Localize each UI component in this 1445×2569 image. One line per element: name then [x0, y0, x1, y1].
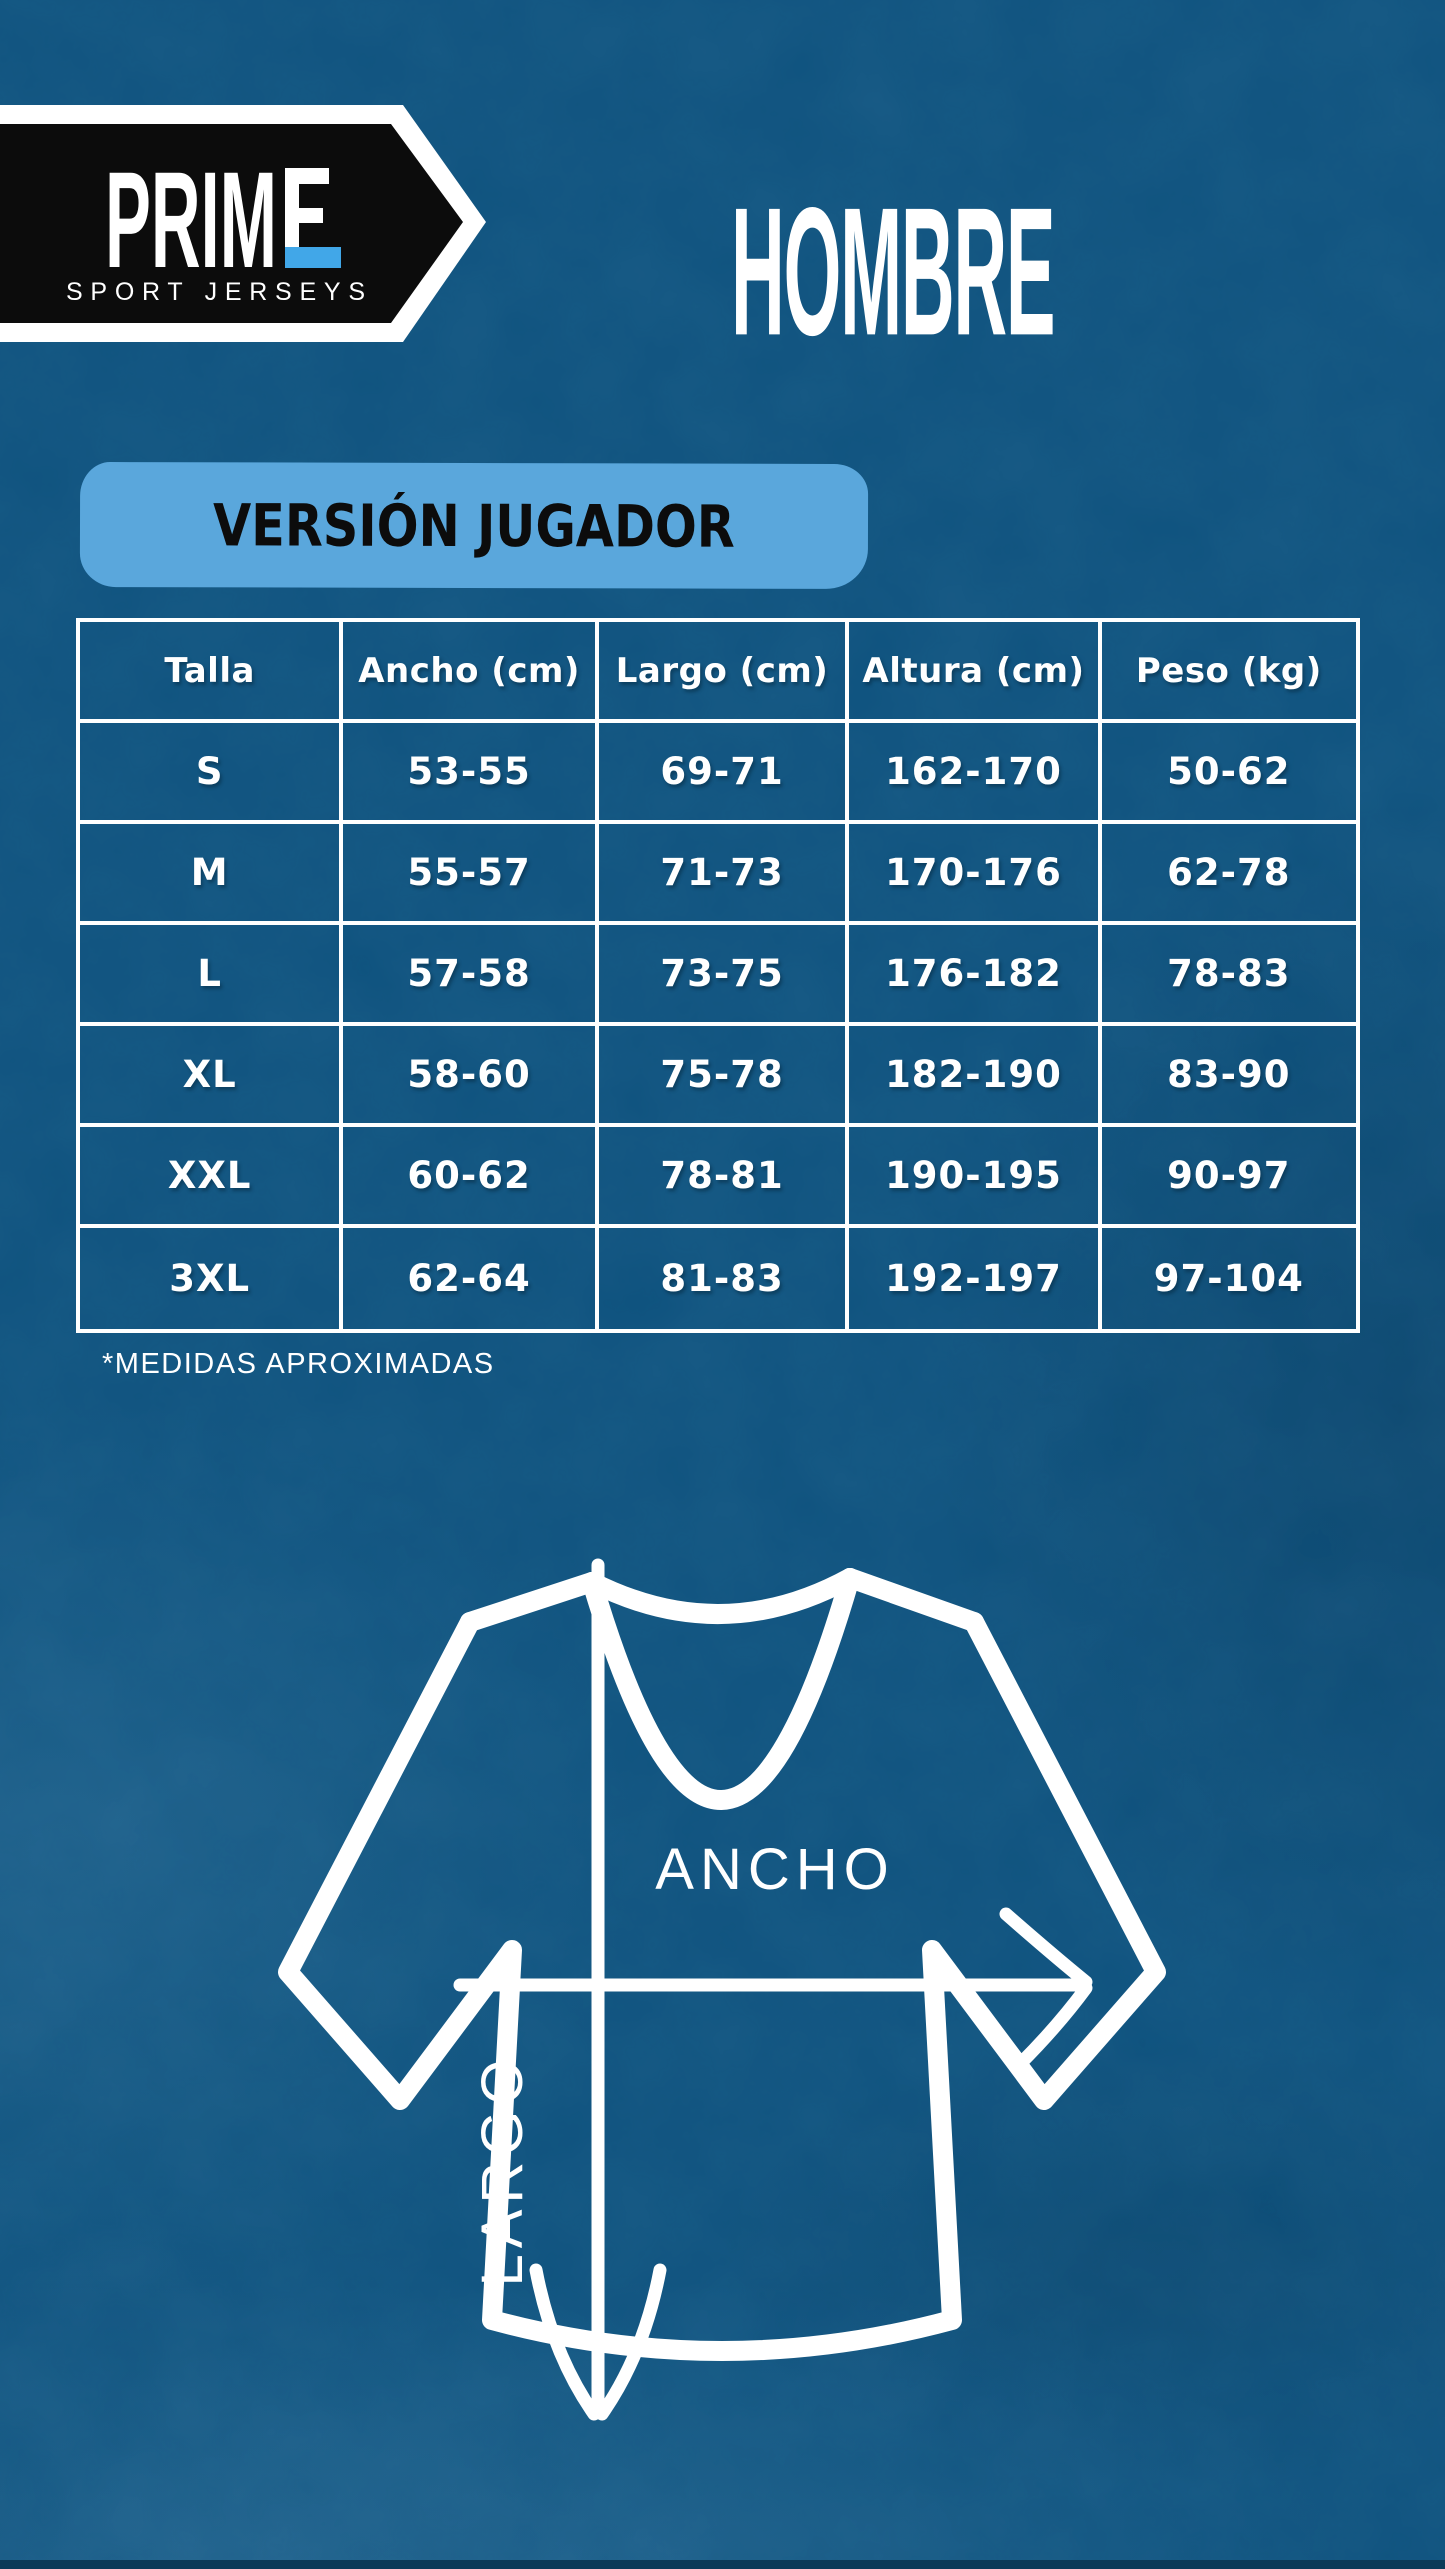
table-cell: 170-176: [849, 824, 1102, 925]
page-title: HOMBRE: [690, 181, 1096, 363]
logo-accent-block: [285, 247, 341, 268]
table-cell: 57-58: [343, 925, 599, 1026]
table-cell: 97-104: [1153, 1257, 1304, 1300]
table-cell: 60-62: [343, 1127, 599, 1228]
footnote: *MEDIDAS APROXIMADAS: [102, 1348, 495, 1380]
table-cell: 62-64: [343, 1228, 599, 1329]
table-cell: 3XL: [80, 1228, 344, 1329]
table-cell: XXL: [80, 1127, 344, 1228]
table-cell: 182-190: [849, 1026, 1102, 1127]
tshirt-shoulder-left: [460, 1572, 602, 1632]
table-header-cell: Peso (kg): [1101, 622, 1356, 723]
logo-tagline: SPORT JERSEYS: [66, 278, 374, 306]
bottom-edge-strip: [0, 2560, 1445, 2569]
table-cell: 78-81: [598, 1127, 850, 1228]
logo-wordmark: PRIM: [105, 144, 277, 297]
table-cell: 78-83: [1101, 925, 1356, 1026]
table-cell: 58-60: [343, 1026, 599, 1127]
table-cell: 71-73: [598, 824, 850, 925]
table-cell: 50-62: [1101, 723, 1356, 824]
table-cell: 75-78: [598, 1026, 850, 1127]
tshirt-diagram: ANCHO LARGO: [278, 1558, 1166, 2421]
table-cell: 192-197: [849, 1228, 1102, 1329]
section-banner: VERSIÓN JUGADOR: [79, 461, 869, 590]
table-cell: 162-170: [849, 723, 1102, 824]
table-header-cell: Altura (cm): [849, 622, 1102, 723]
table-cell: 190-195: [849, 1127, 1102, 1228]
table-cell: M: [80, 824, 344, 925]
size-table: Talla Ancho (cm) Largo (cm) Altura (cm) Peso…: [76, 618, 1360, 1333]
table-cell: 69-71: [598, 723, 850, 824]
table-cell: 81-83: [599, 1228, 850, 1329]
page-title-text: HOMBRE: [731, 170, 1055, 374]
table-cell: 176-182: [849, 925, 1102, 1026]
brand-logo: PRIM SPORT JERSEYS: [0, 105, 486, 342]
table-cell: L: [80, 925, 344, 1026]
tshirt-collar-back: [582, 1568, 860, 1624]
table-cell: 73-75: [598, 925, 850, 1026]
table-cell: 90-97: [1101, 1127, 1356, 1228]
table-cell: 62-78: [1101, 824, 1356, 925]
section-banner-label: VERSIÓN JUGADOR: [213, 490, 735, 561]
table-header-cell: Largo (cm): [598, 622, 850, 723]
length-label: LARGO: [470, 2053, 535, 2286]
table-header-cell: Ancho (cm): [343, 622, 599, 723]
width-label: ANCHO: [655, 1837, 894, 1902]
table-cell: 83-90: [1101, 1026, 1356, 1127]
table-cell: XL: [80, 1026, 344, 1127]
table-cell: 55-57: [343, 824, 599, 925]
table-cell: S: [80, 723, 344, 824]
tshirt-shoulder-right: [840, 1568, 984, 1632]
table-cell: 53-55: [343, 723, 599, 824]
table-header-cell: Talla: [80, 622, 344, 723]
